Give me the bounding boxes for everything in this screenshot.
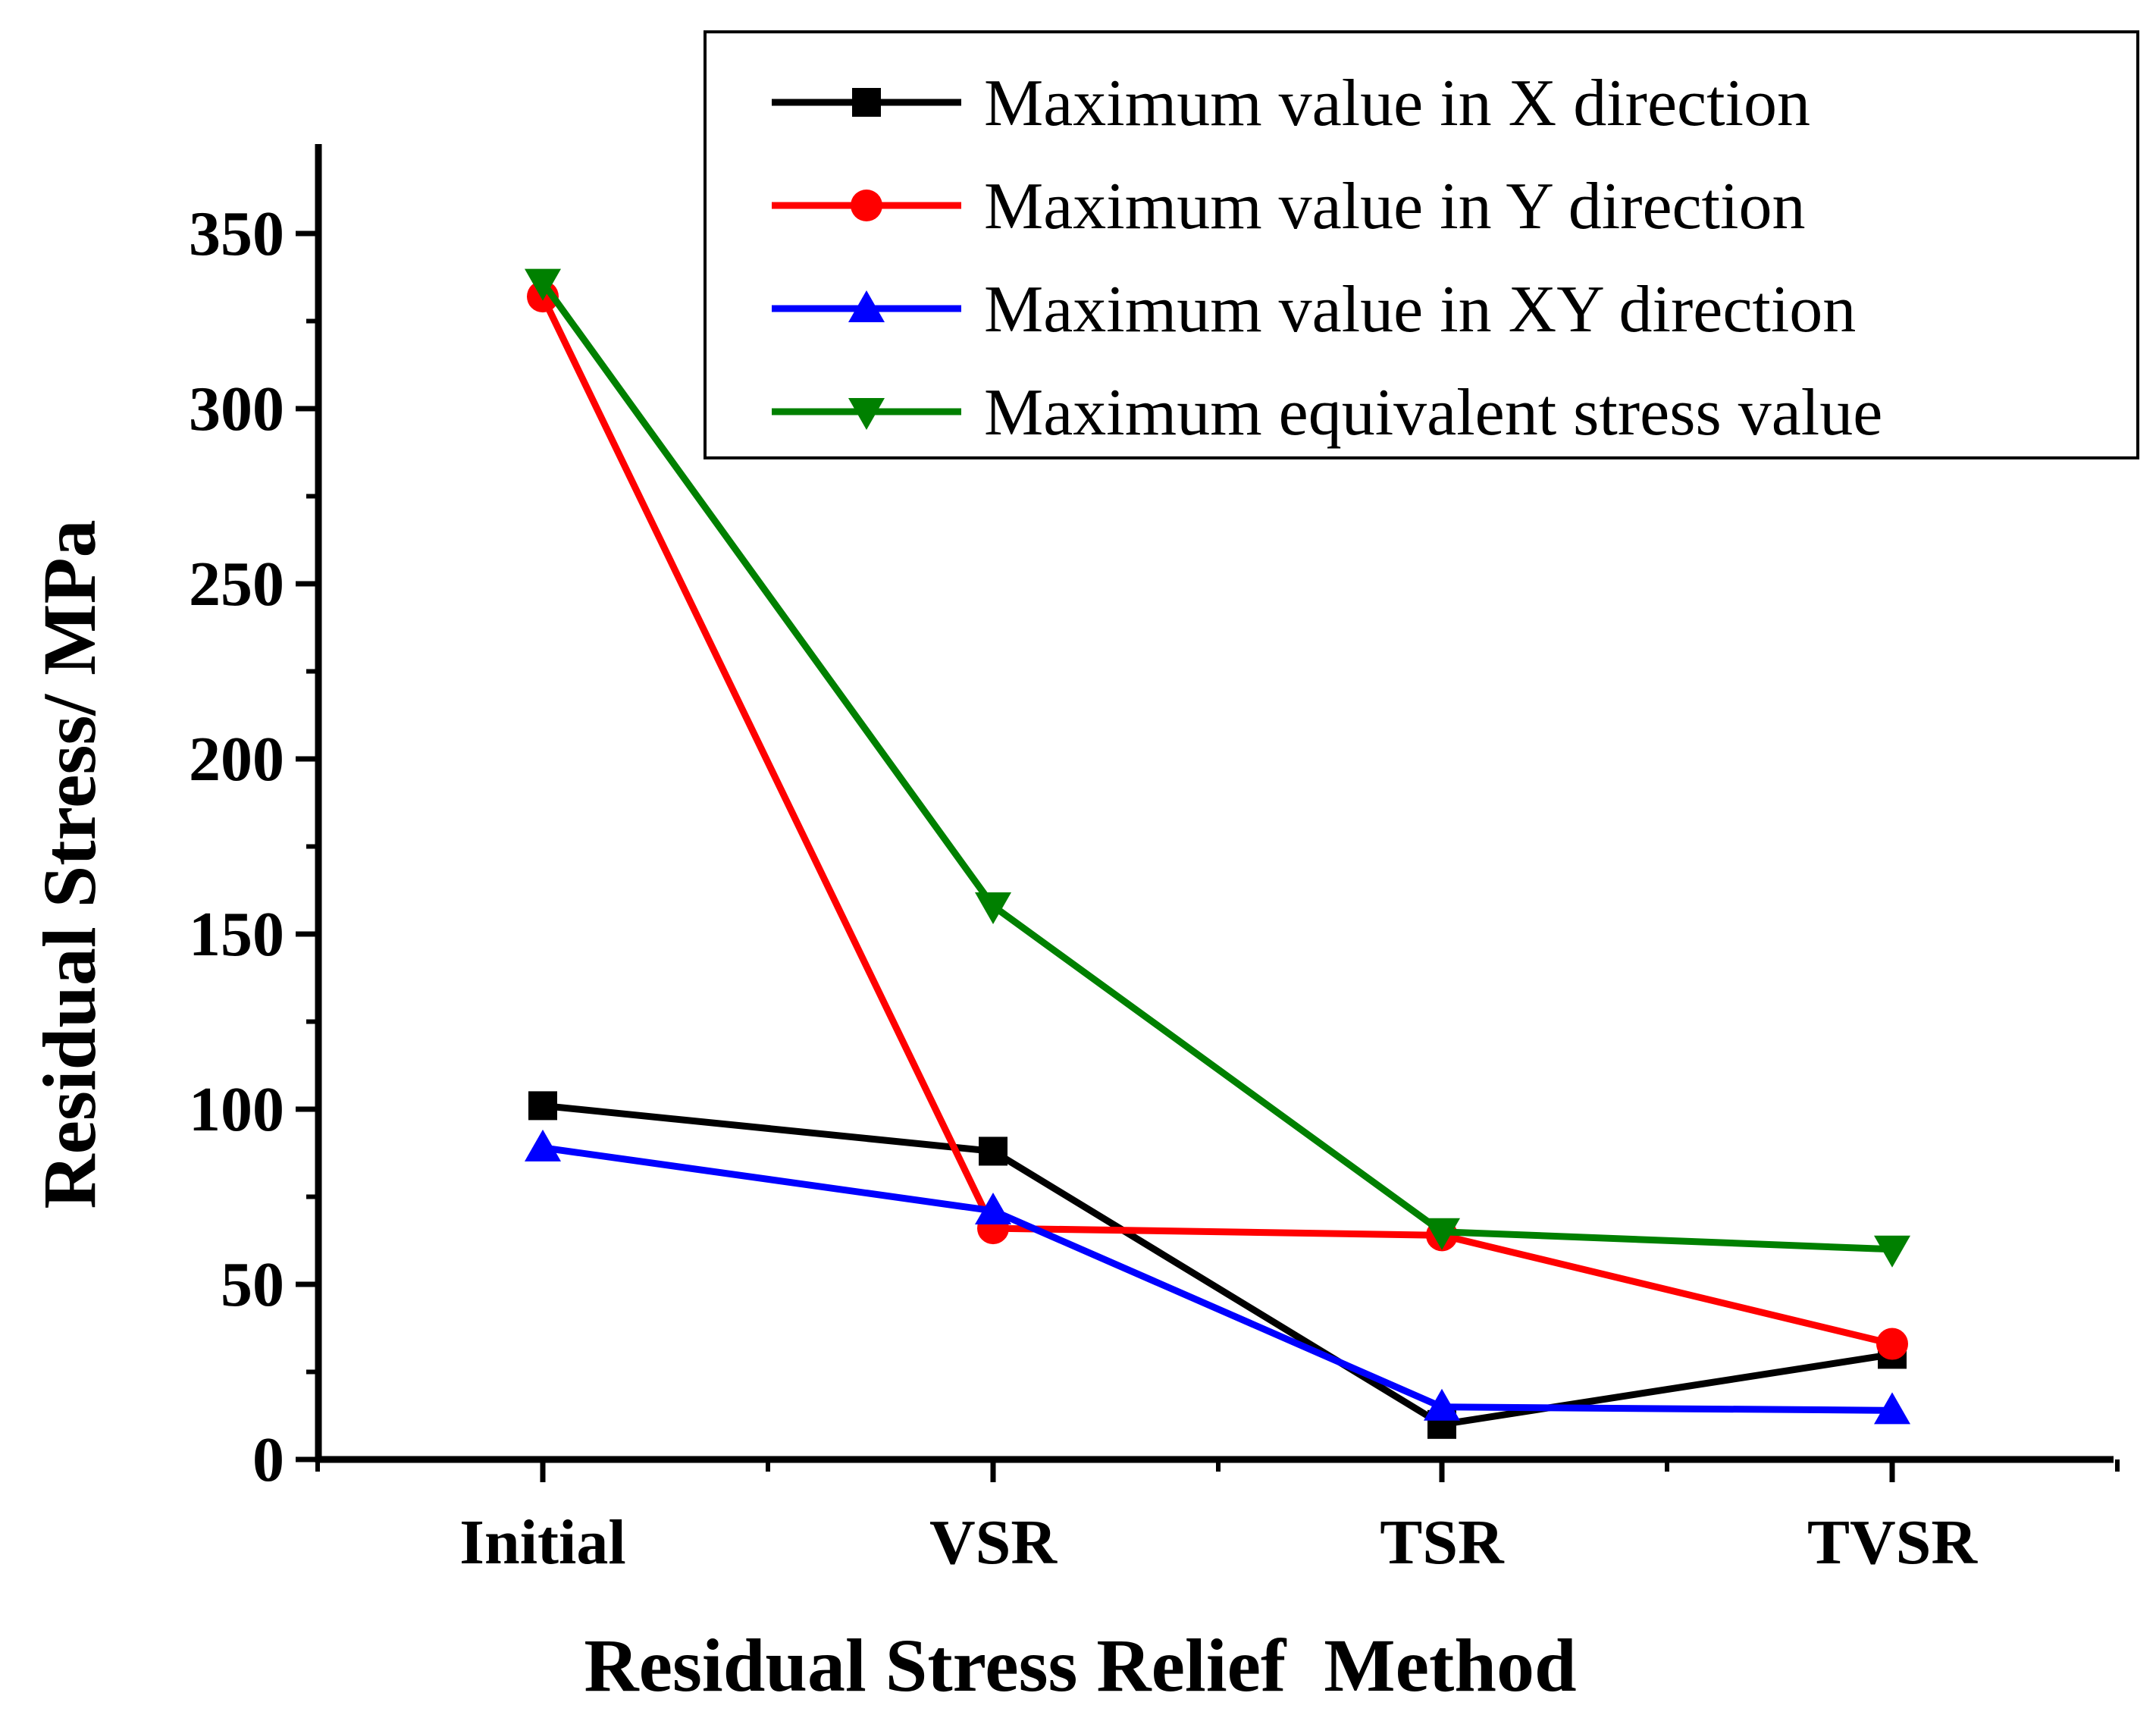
legend-label: Maximum equivalent stress value — [984, 376, 1882, 450]
legend-label: Maximum value in Y direction — [984, 170, 1805, 243]
legend-marker — [848, 398, 885, 430]
x-tick-label: TSR — [1380, 1507, 1505, 1578]
legend: Maximum value in X direction Maximum valu… — [704, 30, 2139, 459]
data-point — [979, 1136, 1007, 1166]
data-point — [1876, 1328, 1908, 1360]
x-tick-label: Initial — [459, 1507, 625, 1578]
series-line — [540, 281, 1893, 1253]
legend-label: Maximum value in XY direction — [984, 273, 1856, 346]
data-point — [528, 1091, 557, 1121]
series-line — [539, 295, 1894, 1347]
y-tick-label: 300 — [189, 374, 284, 444]
legend-marker — [851, 190, 882, 221]
series-1 — [528, 1091, 1907, 1439]
data-point — [1424, 1388, 1460, 1421]
data-point — [525, 1129, 561, 1162]
y-axis-title: Residual Stress/ MPa — [27, 519, 111, 1209]
data-point — [975, 892, 1011, 925]
y-tick-label: 150 — [189, 899, 284, 970]
y-tick-label: 50 — [221, 1249, 284, 1320]
legend-item: Maximum equivalent stress value — [772, 376, 1882, 450]
data-point — [1874, 1235, 1910, 1268]
y-tick-label: 200 — [189, 724, 284, 795]
y-tick-label: 350 — [189, 199, 284, 269]
data-point — [1424, 1218, 1460, 1250]
series-3 — [525, 1129, 1910, 1425]
data-point — [525, 268, 561, 301]
series-line — [542, 1144, 1893, 1414]
y-tick-label: 250 — [189, 549, 284, 619]
y-tick-label: 100 — [189, 1074, 284, 1145]
series-line — [542, 1102, 1893, 1428]
legend-item: Maximum value in XY direction — [772, 273, 1856, 346]
legend-marker — [848, 290, 885, 322]
legend-item: Maximum value in X direction — [772, 67, 1810, 140]
series-layer — [525, 268, 1910, 1439]
x-tick-label: TVSR — [1807, 1507, 1978, 1578]
y-tick-label: 0 — [252, 1425, 284, 1495]
data-point — [1874, 1392, 1910, 1425]
legend-label: Maximum value in X direction — [984, 67, 1810, 140]
series-4 — [525, 268, 1910, 1268]
x-tick-label: VSR — [929, 1507, 1058, 1578]
legend-marker — [852, 88, 881, 117]
axes: 0 50 100 150 200 250 300 350 Initial VSR TSR TVSR — [189, 144, 2120, 1578]
data-point — [975, 1192, 1011, 1224]
legend-item: Maximum value in Y direction — [772, 170, 1805, 243]
x-axis-title: Residual Stress Relief Method — [584, 1623, 1576, 1707]
